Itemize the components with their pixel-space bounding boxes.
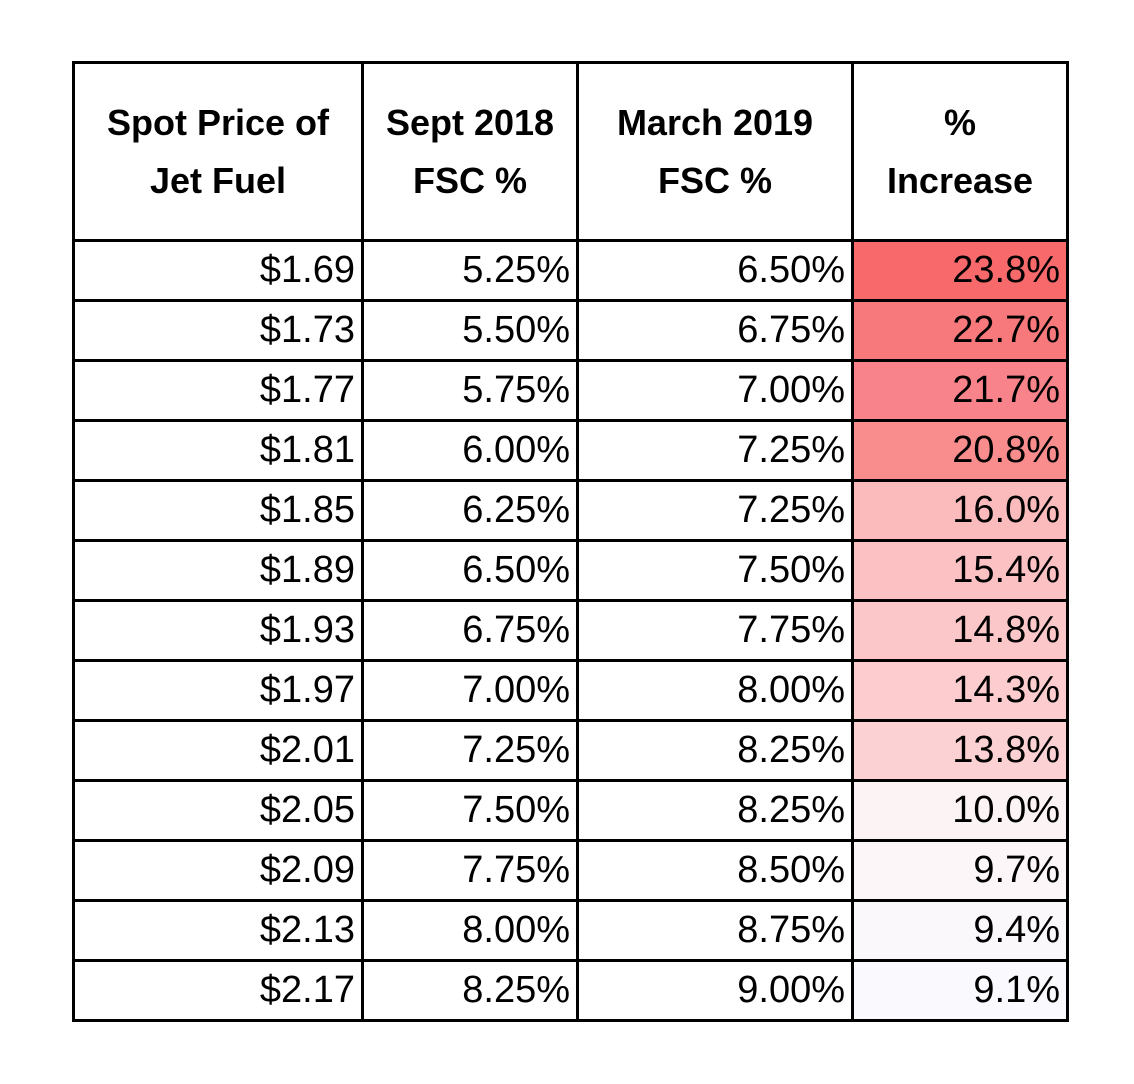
cell-spot-price: $1.93 (72, 599, 364, 662)
cell-percent-increase: 15.4% (851, 539, 1069, 602)
table-row: $1.97 7.00% 8.00% 14.3% (72, 659, 1069, 722)
cell-march-2019-fsc: 8.75% (576, 899, 854, 962)
cell-percent-increase: 14.8% (851, 599, 1069, 662)
cell-march-2019-fsc: 7.25% (576, 479, 854, 542)
table-row: $1.89 6.50% 7.50% 15.4% (72, 539, 1069, 602)
cell-sept-2018-fsc: 6.50% (361, 539, 579, 602)
cell-march-2019-fsc: 8.00% (576, 659, 854, 722)
cell-march-2019-fsc: 8.25% (576, 719, 854, 782)
cell-march-2019-fsc: 8.25% (576, 779, 854, 842)
cell-march-2019-fsc: 6.75% (576, 299, 854, 362)
cell-percent-increase: 14.3% (851, 659, 1069, 722)
cell-sept-2018-fsc: 8.25% (361, 959, 579, 1022)
header-spot-price: Spot Price of Jet Fuel (72, 61, 364, 242)
cell-percent-increase: 13.8% (851, 719, 1069, 782)
table-row: $1.81 6.00% 7.25% 20.8% (72, 419, 1069, 482)
cell-sept-2018-fsc: 6.00% (361, 419, 579, 482)
cell-march-2019-fsc: 6.50% (576, 239, 854, 302)
cell-percent-increase: 21.7% (851, 359, 1069, 422)
cell-spot-price: $2.17 (72, 959, 364, 1022)
cell-sept-2018-fsc: 8.00% (361, 899, 579, 962)
header-increase-line-1: % (943, 101, 976, 143)
table-row: $1.69 5.25% 6.50% 23.8% (72, 239, 1069, 302)
cell-spot-price: $2.05 (72, 779, 364, 842)
fuel-surcharge-table: Spot Price of Jet Fuel Sept 2018 FSC % M… (72, 61, 1069, 1022)
table-row: $1.85 6.25% 7.25% 16.0% (72, 479, 1069, 542)
fuel-surcharge-table-container: Spot Price of Jet Fuel Sept 2018 FSC % M… (72, 61, 1069, 1022)
cell-spot-price: $1.73 (72, 299, 364, 362)
header-sept-2018-line-2: FSC % (412, 159, 527, 201)
header-increase: % Increase (851, 61, 1069, 242)
cell-percent-increase: 9.7% (851, 839, 1069, 902)
cell-percent-increase: 10.0% (851, 779, 1069, 842)
table-row: $1.73 5.50% 6.75% 22.7% (72, 299, 1069, 362)
cell-spot-price: $1.97 (72, 659, 364, 722)
cell-march-2019-fsc: 7.00% (576, 359, 854, 422)
cell-spot-price: $1.89 (72, 539, 364, 602)
cell-spot-price: $2.13 (72, 899, 364, 962)
cell-percent-increase: 23.8% (851, 239, 1069, 302)
table-row: $1.93 6.75% 7.75% 14.8% (72, 599, 1069, 662)
cell-march-2019-fsc: 8.50% (576, 839, 854, 902)
cell-march-2019-fsc: 7.75% (576, 599, 854, 662)
cell-march-2019-fsc: 7.25% (576, 419, 854, 482)
header-march-2019-line-1: March 2019 (616, 101, 814, 143)
table-row: $1.77 5.75% 7.00% 21.7% (72, 359, 1069, 422)
cell-spot-price: $1.69 (72, 239, 364, 302)
cell-sept-2018-fsc: 5.50% (361, 299, 579, 362)
cell-sept-2018-fsc: 7.00% (361, 659, 579, 722)
cell-march-2019-fsc: 9.00% (576, 959, 854, 1022)
header-spot-price-line-2: Jet Fuel (149, 159, 287, 201)
cell-sept-2018-fsc: 5.75% (361, 359, 579, 422)
cell-sept-2018-fsc: 7.50% (361, 779, 579, 842)
header-sept-2018: Sept 2018 FSC % (361, 61, 579, 242)
cell-percent-increase: 9.4% (851, 899, 1069, 962)
table-row: $2.17 8.25% 9.00% 9.1% (72, 959, 1069, 1022)
cell-percent-increase: 9.1% (851, 959, 1069, 1022)
cell-percent-increase: 20.8% (851, 419, 1069, 482)
header-march-2019: March 2019 FSC % (576, 61, 854, 242)
header-march-2019-line-2: FSC % (657, 159, 772, 201)
header-row: Spot Price of Jet Fuel Sept 2018 FSC % M… (72, 61, 1069, 242)
cell-sept-2018-fsc: 5.25% (361, 239, 579, 302)
cell-sept-2018-fsc: 7.75% (361, 839, 579, 902)
header-sept-2018-line-1: Sept 2018 (385, 101, 555, 143)
cell-sept-2018-fsc: 6.75% (361, 599, 579, 662)
table-row: $2.01 7.25% 8.25% 13.8% (72, 719, 1069, 782)
cell-spot-price: $1.81 (72, 419, 364, 482)
cell-percent-increase: 22.7% (851, 299, 1069, 362)
header-increase-line-2: Increase (886, 159, 1034, 201)
cell-march-2019-fsc: 7.50% (576, 539, 854, 602)
table-row: $2.05 7.50% 8.25% 10.0% (72, 779, 1069, 842)
cell-percent-increase: 16.0% (851, 479, 1069, 542)
cell-spot-price: $1.77 (72, 359, 364, 422)
table-row: $2.13 8.00% 8.75% 9.4% (72, 899, 1069, 962)
cell-sept-2018-fsc: 7.25% (361, 719, 579, 782)
table-row: $2.09 7.75% 8.50% 9.7% (72, 839, 1069, 902)
cell-spot-price: $2.09 (72, 839, 364, 902)
cell-spot-price: $1.85 (72, 479, 364, 542)
cell-sept-2018-fsc: 6.25% (361, 479, 579, 542)
header-spot-price-line-1: Spot Price of (106, 101, 330, 143)
cell-spot-price: $2.01 (72, 719, 364, 782)
table-body: $1.69 5.25% 6.50% 23.8% $1.73 5.50% 6.75% 22.7%… (72, 239, 1069, 1022)
